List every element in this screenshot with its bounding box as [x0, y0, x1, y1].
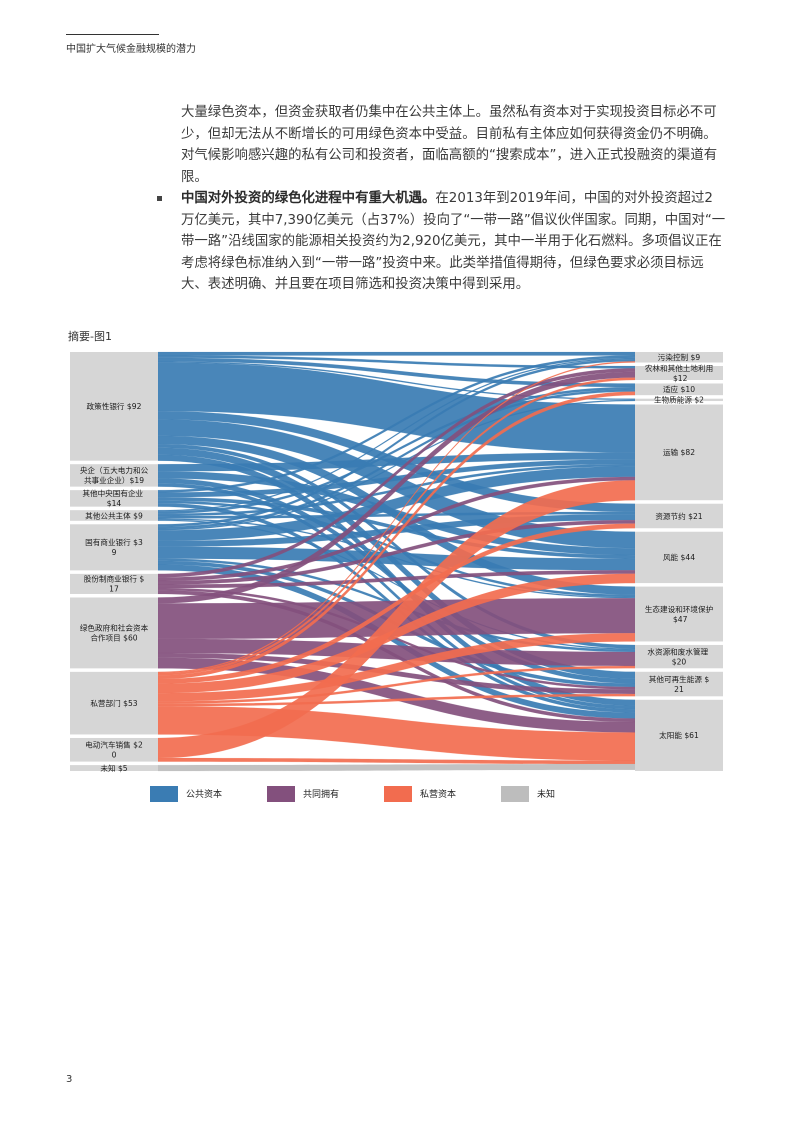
source-node-s5	[70, 524, 158, 571]
flow-s9-t5	[157, 480, 636, 759]
source-node-s3	[70, 490, 158, 507]
target-node-t9	[635, 644, 723, 669]
legend-swatch-co-owned	[267, 786, 295, 802]
target-label-t7: 风能 $44	[663, 552, 695, 562]
bullet-marker	[157, 196, 162, 201]
page-number: 3	[66, 1074, 73, 1085]
paragraph-body: 在2013年到2019年间，中国的对外投资超过2万亿美元，其中7,390亿美元（…	[181, 191, 726, 292]
paragraph-private-capital: 大量绿色资本，但资金获取者仍集中在公共主体上。虽然私有资本对于实现投资目标必不可…	[181, 105, 718, 185]
source-label-s2: 央企（五大电力和公共事业企业）$19	[80, 465, 149, 485]
target-label-t10: 其他可再生能源 $21	[649, 674, 710, 694]
target-node-t7	[635, 531, 723, 584]
target-label-t5: 运输 $82	[663, 447, 695, 457]
sankey-labels: 政策性银行 $92 央企（五大电力和公共事业企业）$19 其他中央国有企业 $14 其…	[80, 352, 714, 773]
legend-label-public: 公共资本	[186, 790, 223, 800]
sankey-links	[157, 351, 636, 772]
flow-s8-t6	[157, 523, 636, 684]
target-node-t10	[635, 671, 723, 697]
sankey-nodes	[70, 352, 723, 771]
source-node-s4	[70, 510, 158, 521]
source-label-s3: 其他中央国有企业 $14	[82, 488, 145, 508]
source-node-s1	[70, 352, 158, 461]
source-node-s7	[70, 597, 158, 669]
target-label-t3: 适应 $10	[663, 384, 695, 394]
target-node-t4	[635, 398, 723, 402]
source-label-s4: 其他公共主体 $9	[85, 510, 143, 520]
source-node-s2	[70, 464, 158, 487]
target-node-t6	[635, 503, 723, 529]
target-node-t11	[635, 699, 723, 771]
running-header: 中国扩大气候金融规模的潜力	[66, 44, 196, 55]
flow-s8-t1	[157, 361, 636, 674]
legend-swatch-private	[384, 786, 412, 802]
target-label-t1: 污染控制 $9	[658, 352, 701, 362]
source-label-s8: 私营部门 $53	[90, 698, 137, 708]
target-label-t11: 太阳能 $61	[659, 730, 699, 740]
target-node-t5	[635, 404, 723, 501]
source-node-s8	[70, 671, 158, 735]
legend-label-unknown: 未知	[537, 790, 556, 800]
flow-s10-t11	[157, 763, 636, 772]
target-label-t6: 资源节约 $21	[655, 511, 702, 521]
figure-label: 摘要-图1	[68, 330, 112, 343]
source-node-s10	[70, 765, 158, 771]
flow-s5-t4	[157, 399, 636, 531]
source-label-s9: 电动汽车销售 $2 0	[85, 740, 143, 760]
target-label-t2: 农林和其他土地利用 $12	[645, 363, 713, 383]
legend-swatch-public	[150, 786, 178, 802]
legend-label-co-owned: 共同拥有	[303, 790, 340, 800]
target-node-t8	[635, 586, 723, 642]
paragraph-bri-opportunity: 中国对外投资的绿色化进程中有重大机遇。在2013年到2019年间，中国的对外投资…	[181, 188, 726, 296]
source-label-s10: 未知 $5	[100, 763, 127, 773]
source-label-s6: 股份制商业银行 $17	[84, 574, 145, 594]
target-node-t3	[635, 383, 723, 396]
flow-s8-t2	[157, 377, 636, 676]
source-label-s7: 绿色政府和社会资本合作项目 $60	[80, 623, 149, 643]
source-node-s6	[70, 573, 158, 594]
paragraph-bold-lead: 中国对外投资的绿色化进程中有重大机遇。	[181, 191, 436, 206]
target-label-t8: 生态建设和环境保护 $47	[645, 604, 714, 624]
target-label-t9: 水资源和废水管理 $20	[647, 646, 710, 666]
header-rule	[66, 34, 159, 35]
source-node-s9	[70, 737, 158, 762]
source-label-s5: 国有商业银行 $3 9	[85, 537, 143, 557]
flow-s1-t1	[157, 351, 636, 356]
target-node-t2	[635, 366, 723, 381]
legend-swatch-unknown	[501, 786, 529, 802]
legend-label-private: 私营资本	[420, 790, 457, 800]
target-node-t1	[635, 352, 723, 363]
source-label-s1: 政策性银行 $92	[87, 401, 142, 411]
target-label-t4: 生物质能源 $2	[654, 395, 704, 405]
